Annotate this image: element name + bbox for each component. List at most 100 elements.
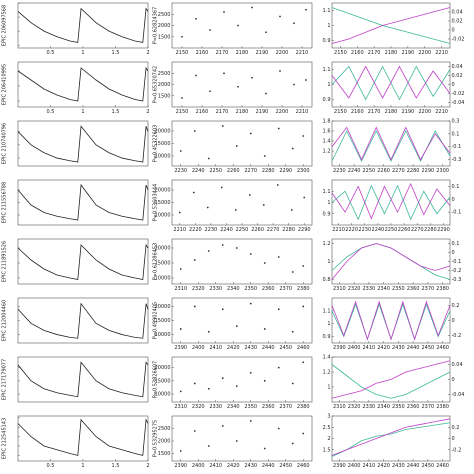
y-tick-label: 1.1 — [323, 189, 331, 195]
x-tick-label: 2160 — [196, 50, 209, 56]
y-tick-label: 15000 — [155, 378, 171, 384]
scatter-point — [207, 250, 210, 252]
scatter-point — [195, 74, 197, 77]
scatter-point — [279, 15, 281, 18]
plot-frame — [171, 2, 313, 49]
scatter-point — [291, 271, 294, 273]
y-tick-label: 1.1 — [323, 8, 331, 14]
scatter-point — [251, 6, 253, 9]
plot-frame — [171, 356, 313, 403]
y-tick-label: 20000 — [155, 188, 171, 194]
y2-tick-label: 0.3 — [452, 119, 460, 125]
x-tick-label: 2440 — [407, 345, 420, 351]
plot-frame — [17, 356, 149, 403]
plot-frame — [17, 120, 149, 167]
y-tick-label: 2 — [327, 436, 330, 442]
x-tick-label: 2230 — [205, 227, 218, 233]
y-tick-label: 1 — [327, 259, 330, 265]
x-tick-label: 2370 — [422, 404, 435, 410]
scatter-point — [193, 430, 196, 432]
x-tick-label: 2340 — [227, 286, 240, 292]
x-tick-label: 1.5 — [112, 50, 120, 56]
x-tick-label: 0.5 — [47, 109, 55, 115]
x-tick-label: 2380 — [436, 404, 449, 410]
x-tick-label: 2310 — [174, 404, 187, 410]
x-tick-label: 1.5 — [112, 109, 120, 115]
series-line — [17, 66, 149, 102]
x-tick-label: 2430 — [244, 345, 257, 351]
plot-frame — [17, 238, 149, 285]
scatter-point — [277, 427, 280, 430]
x-tick-label: 2150 — [176, 109, 189, 115]
scatter-point — [249, 253, 252, 255]
x-tick-label: 2400 — [348, 463, 361, 469]
y-tick-label: 10000 — [155, 213, 171, 219]
x-tick-label: 1 — [81, 109, 84, 115]
x-tick-label: 2160 — [351, 50, 364, 56]
scatter-point — [263, 447, 266, 450]
x-tick-label: 2360 — [407, 404, 420, 410]
x-tick-label: 2280 — [282, 227, 295, 233]
series-line — [17, 125, 149, 163]
y-axis-label: EPIC 206410995 — [2, 64, 8, 105]
scatter-point — [223, 72, 225, 75]
y-tick-label: 1 — [327, 321, 330, 327]
x-tick-label: 2450 — [422, 463, 435, 469]
scatter-point — [207, 387, 210, 390]
y2-tick-label: -0.2 — [452, 447, 462, 453]
y-tick-label: 3 — [327, 414, 330, 420]
y2-tick-label: 0.2 — [452, 425, 460, 431]
x-tick-label: 2420 — [227, 345, 240, 351]
x-tick-label: 2400 — [348, 345, 361, 351]
x-tick-label: 2260 — [227, 168, 240, 174]
scatter-point — [207, 445, 210, 447]
y-tick-label: 0.9 — [323, 334, 331, 340]
y-tick-label: 1.2 — [323, 241, 331, 247]
x-tick-label: 2330 — [363, 404, 376, 410]
series-line — [331, 7, 451, 44]
x-tick-label: 2390 — [174, 463, 187, 469]
plot-frame — [171, 120, 313, 167]
x-tick-label: 2290 — [422, 168, 435, 174]
x-tick-label: 2350 — [244, 404, 257, 410]
plot-frame — [171, 297, 313, 344]
x-tick-label: 2200 — [418, 109, 431, 115]
y-axis-label: P=0.62824367 — [153, 7, 159, 44]
plot-frame — [17, 2, 149, 49]
scatter-point — [223, 11, 225, 13]
y2-tick-label: 0.04 — [452, 64, 463, 70]
x-tick-label: 2210 — [173, 227, 186, 233]
scatter-point — [263, 328, 266, 330]
plot-frame — [17, 415, 149, 462]
x-tick-label: 2270 — [244, 168, 257, 174]
scatter-point — [209, 90, 211, 93]
x-tick-label: 2240 — [348, 168, 361, 174]
y-axis-label: P=0.53603444 — [153, 184, 159, 221]
x-tick-label: 2330 — [363, 286, 376, 292]
x-tick-label: 2270 — [267, 227, 280, 233]
scatter-point — [249, 371, 252, 374]
x-tick-label: 2160 — [351, 109, 364, 115]
scatter-point — [291, 382, 294, 385]
series-line — [17, 183, 149, 221]
x-tick-label: 2210 — [296, 109, 309, 115]
scatter-point — [262, 204, 265, 206]
scatter-point — [277, 366, 280, 369]
y-tick-label: 1.1 — [323, 67, 331, 73]
scatter-point — [277, 308, 280, 311]
x-tick-label: 2170 — [368, 50, 381, 56]
x-tick-label: 2340 — [377, 286, 390, 292]
scatter-point — [251, 76, 253, 79]
plot-frame — [171, 61, 313, 108]
scatter-point — [291, 330, 294, 333]
series-line — [331, 130, 451, 162]
y-tick-label: 2000 — [158, 439, 171, 445]
scatter-point — [293, 22, 295, 25]
y2-tick-label: -0.1 — [452, 210, 462, 216]
series-line — [331, 364, 451, 399]
x-tick-label: 2270 — [411, 227, 424, 233]
x-tick-label: 2190 — [401, 50, 414, 56]
y2-tick-label: -0.1 — [452, 144, 462, 150]
x-tick-label: 2340 — [227, 404, 240, 410]
x-tick-label: 2420 — [377, 345, 390, 351]
